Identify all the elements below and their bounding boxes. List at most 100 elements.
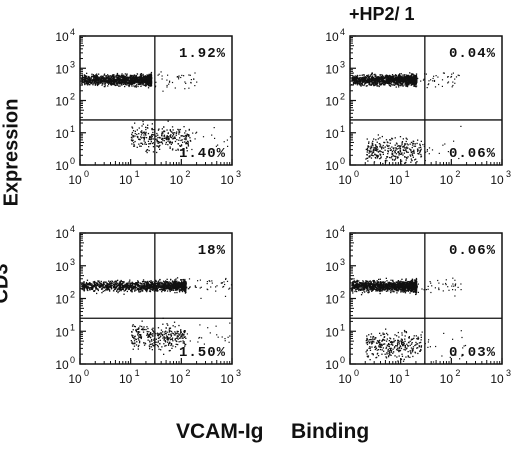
event-dot-cd3-vcam- [131, 143, 132, 144]
event-dot-cd3- [131, 285, 132, 286]
event-dot-cd3-vcam- [393, 84, 394, 85]
event-dot-cd3- [147, 285, 148, 286]
event-dot-cd3-vcam- [365, 76, 366, 77]
y-tick-label: 10 [325, 95, 339, 109]
event-dot-cd3-vcam- [426, 74, 427, 75]
event-dot-cd3-vcam- [183, 136, 184, 137]
event-dot-cd3-vcam- [372, 141, 373, 142]
event-dot-cd3-vcam- [395, 84, 396, 85]
event-dot-cd3- [129, 288, 130, 289]
event-dot-cd3-vcam- [167, 137, 168, 138]
event-dot-cd3-vcam- [168, 139, 169, 140]
event-dot-cd3-vcam- [176, 131, 177, 132]
event-dot-cd3-vcam- [88, 80, 89, 81]
event-dot-cd3- [132, 282, 133, 283]
event-dot-cd3-vcam- [403, 138, 404, 139]
event-dot-cd3-vcam- [380, 82, 381, 83]
event-dot-cd3-vcam- [399, 75, 400, 76]
event-dot-cd3-vcam- [402, 74, 403, 75]
event-dot-cd3-vcam- [184, 138, 185, 139]
event-dot-cd3-vcam- [131, 85, 132, 86]
x-tick-label: 10 [490, 173, 504, 187]
event-dot-cd3-vcam- [380, 154, 381, 155]
event-dot-cd3- [99, 285, 100, 286]
event-dot-cd3-vcam- [92, 84, 93, 85]
event-dot-cd3-vcam- [117, 77, 118, 78]
event-dot-cd3-vcam- [408, 81, 409, 82]
event-dot-cd3-vcam- [405, 157, 406, 158]
event-dot-cd3- [170, 283, 171, 284]
event-dot-cd3-vcam- [169, 143, 170, 144]
event-dot-cd3-vcam- [142, 74, 143, 75]
event-dot-cd3- [113, 290, 114, 291]
event-dot-cd3-vcam- [91, 82, 92, 83]
event-dot-cd3-vcam- [406, 147, 407, 148]
event-dot-cd3-vcam- [377, 157, 378, 158]
event-dot-cd3-vcam- [144, 143, 145, 144]
event-dot-cd3-vcam- [392, 138, 393, 139]
event-dot-cd3-vcam- [146, 83, 147, 84]
event-dot-cd3- [84, 288, 85, 289]
event-dot-cd3- [184, 280, 185, 281]
event-dot-cd3-vcam- [382, 75, 383, 76]
event-dot-cd3-vcam- [363, 85, 364, 86]
y-tick-exponent: 1 [70, 124, 75, 134]
event-dot-cd3-vcam- [372, 153, 373, 154]
event-dot-cd3-vcam- [191, 79, 192, 80]
event-dot-cd3-vcam- [119, 85, 120, 86]
event-dot-cd3-vcam- [131, 137, 132, 138]
event-dot-cd3-vcam- [93, 76, 94, 77]
event-dot-cd3- [140, 285, 141, 286]
event-dot-cd3-vcam- [151, 141, 152, 142]
event-dot-cd3- [93, 285, 94, 286]
event-dot-cd3-vcam- [159, 137, 160, 138]
event-dot-cd3-vcam- [128, 82, 129, 83]
event-dot-cd3-vcam- [147, 125, 148, 126]
event-dot-cd3-vcam- [101, 85, 102, 86]
event-dot-cd3-vcam- [146, 84, 147, 85]
event-dot-cd3-vcam- [442, 86, 443, 87]
event-dot-cd3-vcam- [369, 155, 370, 156]
event-dot-cd3-vcam- [131, 84, 132, 85]
event-dot-cd3-vcam- [134, 135, 135, 136]
event-dot-cd3-vcam- [227, 146, 228, 147]
event-dot-cd3- [143, 283, 144, 284]
event-dot-cd3-vcam- [136, 84, 137, 85]
event-dot-cd3-vcam- [376, 149, 377, 150]
event-dot-cd3-vcam- [140, 74, 141, 75]
event-dot-cd3- [174, 292, 175, 293]
event-dot-cd3-vcam- [419, 152, 420, 153]
event-dot-cd3-vcam- [354, 81, 355, 82]
event-dot-cd3- [99, 287, 100, 288]
event-dot-cd3-vcam- [414, 83, 415, 84]
event-dot-cd3- [177, 287, 178, 288]
y-tick-label: 10 [55, 127, 69, 141]
event-dot-cd3- [149, 291, 150, 292]
y-tick-label: 10 [325, 159, 339, 173]
event-dot-cd3- [101, 281, 102, 282]
event-dot-cd3- [134, 287, 135, 288]
event-dot-cd3-vcam- [122, 75, 123, 76]
event-dot-cd3- [86, 283, 87, 284]
event-dot-cd3-vcam- [385, 146, 386, 147]
event-dot-cd3-vcam- [430, 79, 431, 80]
event-dot-cd3-vcam- [368, 79, 369, 80]
event-dot-cd3-vcam- [158, 143, 159, 144]
event-dot-cd3-vcam- [438, 84, 439, 85]
event-dot-cd3-vcam- [381, 80, 382, 81]
event-dot-cd3-vcam- [360, 85, 361, 86]
event-dot-cd3-vcam- [96, 75, 97, 76]
event-dot-cd3- [123, 288, 124, 289]
event-dot-cd3- [147, 286, 148, 287]
event-dot-cd3- [121, 289, 122, 290]
event-dot-cd3-vcam- [150, 82, 151, 83]
event-dot-cd3-vcam- [381, 156, 382, 157]
event-dot-cd3-vcam- [85, 78, 86, 79]
event-dot-cd3-vcam- [141, 125, 142, 126]
event-dot-cd3-vcam- [98, 84, 99, 85]
event-dot-cd3-vcam- [416, 161, 417, 162]
event-dot-cd3-vcam- [147, 149, 148, 150]
event-dot-cd3-vcam- [388, 79, 389, 80]
event-dot-cd3-vcam- [148, 76, 149, 77]
